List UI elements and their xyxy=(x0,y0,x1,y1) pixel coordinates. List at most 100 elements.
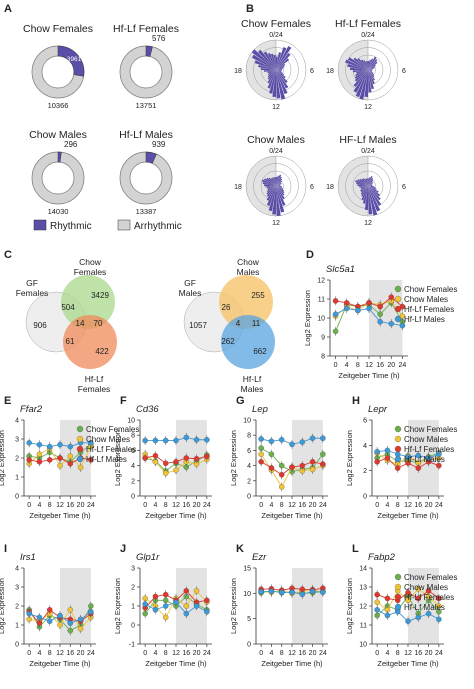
data-point xyxy=(268,588,275,595)
donut-rhythmic-value: 296 xyxy=(64,140,78,149)
rose-bar xyxy=(257,49,276,70)
rose-bar xyxy=(273,177,276,186)
data-point xyxy=(183,588,190,594)
panel-letter-b: B xyxy=(246,3,254,15)
x-tick-label: 4 xyxy=(37,650,41,657)
donut-arrhythmic-value: 10366 xyxy=(48,101,69,110)
rose-bar xyxy=(276,65,285,70)
y-axis-label: Log2 Expression xyxy=(113,578,122,634)
data-point xyxy=(355,307,361,314)
rose-bar xyxy=(251,54,276,70)
legend-marker xyxy=(394,573,402,581)
rose-bar xyxy=(368,70,373,72)
donut-arrhythmic-ring xyxy=(120,46,172,98)
y-axis-label: Log2 Expression xyxy=(0,578,6,634)
rose-bar xyxy=(365,178,368,186)
data-point xyxy=(193,437,200,443)
donut-rhythmic-value: 3961 xyxy=(67,56,82,63)
rose-bar xyxy=(267,70,276,80)
data-point xyxy=(46,457,53,463)
rose-bar xyxy=(276,70,288,84)
rose-bar xyxy=(368,70,376,81)
rose-bar xyxy=(276,67,284,70)
venn-label-chow-2: Females xyxy=(74,267,107,277)
data-point xyxy=(152,607,159,613)
data-point xyxy=(278,437,285,443)
x-tick-label: 20 xyxy=(425,502,433,509)
rose-bar xyxy=(258,64,276,70)
panel-letter-c: C xyxy=(4,249,12,261)
legend-marker xyxy=(394,455,402,463)
data-point xyxy=(77,464,84,471)
donut-inner-edge xyxy=(129,161,163,195)
rose-bar xyxy=(276,186,286,206)
x-axis-label: Zeitgeber Time (h) xyxy=(261,511,323,520)
rose-bar xyxy=(267,70,276,73)
donut-rhythmic-slice xyxy=(145,45,153,57)
rose-bar xyxy=(361,178,368,186)
rose-bar xyxy=(266,186,276,193)
rose-bar xyxy=(276,186,284,190)
data-point xyxy=(258,589,264,595)
rose-bar xyxy=(276,70,281,99)
legend-label: Hf-Lf Males xyxy=(404,455,445,464)
rose-bar xyxy=(263,178,276,186)
rose-bar xyxy=(364,70,368,97)
data-point xyxy=(289,464,295,470)
data-point xyxy=(405,618,411,624)
rose-label-right: 6 xyxy=(310,68,314,75)
data-point xyxy=(377,303,383,310)
data-point xyxy=(332,298,339,304)
rose-bar xyxy=(368,70,373,71)
rose-bar xyxy=(368,176,373,186)
data-point xyxy=(67,620,74,626)
rose-bar xyxy=(276,186,285,192)
rose-bar xyxy=(368,186,373,215)
data-point xyxy=(278,589,285,596)
rose-label-top: 0/24 xyxy=(361,32,375,39)
rose-label-top: 0/24 xyxy=(269,148,283,155)
data-point xyxy=(394,465,401,471)
donut-title: Hf-Lf Females xyxy=(113,23,179,35)
x-tick-label: 16 xyxy=(298,502,306,509)
x-axis-label: Zeitgeber Time (h) xyxy=(377,511,439,520)
y-tick-label: 2 xyxy=(131,585,135,592)
legend-label: Chow Females xyxy=(404,285,457,294)
data-point xyxy=(142,455,148,461)
x-tick-label: 12 xyxy=(56,502,64,509)
rose-bar xyxy=(276,70,289,89)
donut-title: Chow Males xyxy=(29,129,87,141)
rose-bar xyxy=(345,59,368,70)
data-point xyxy=(67,627,74,634)
rose-bar xyxy=(276,183,282,186)
data-point xyxy=(399,313,406,319)
data-point xyxy=(173,459,179,465)
data-point xyxy=(88,440,94,446)
rose-bar xyxy=(368,61,378,70)
rose-label-bottom: 12 xyxy=(364,104,372,111)
donut-title: Hf-Lf Males xyxy=(119,129,173,141)
legend-marker xyxy=(76,455,84,463)
data-point xyxy=(366,305,372,312)
data-point xyxy=(57,441,63,448)
x-axis-label: Zeitgeber Time (h) xyxy=(377,659,439,668)
x-tick-label: 20 xyxy=(387,362,395,369)
rose-bar xyxy=(267,186,276,191)
rose-bar xyxy=(276,70,288,95)
rose-bar xyxy=(368,181,373,186)
venn-count-all: 14 xyxy=(76,319,85,328)
x-tick-label: 24 xyxy=(319,502,327,509)
rose-bar xyxy=(276,185,281,186)
rose-bar xyxy=(261,179,276,186)
data-point xyxy=(26,610,32,617)
rose-bar xyxy=(368,177,374,186)
rose-bar xyxy=(261,68,276,70)
rose-bar xyxy=(267,70,276,89)
y-axis-label: Log2 Expression xyxy=(303,290,312,346)
rose-bar xyxy=(368,70,375,85)
x-tick-label: 24 xyxy=(87,502,95,509)
rose-bar xyxy=(368,177,371,186)
rose-title: HF-Lf Males xyxy=(339,134,396,146)
data-point xyxy=(36,614,43,621)
x-tick-label: 0 xyxy=(143,502,147,509)
